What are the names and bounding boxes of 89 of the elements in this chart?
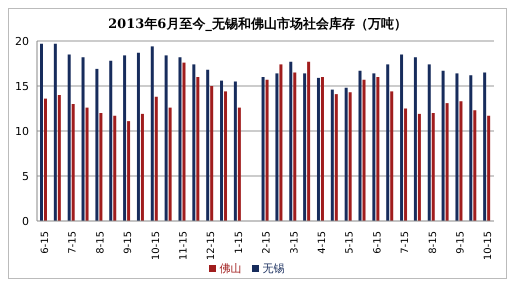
bar xyxy=(86,108,89,221)
bar xyxy=(390,91,394,221)
bar xyxy=(192,64,196,221)
bar xyxy=(372,73,376,221)
bar xyxy=(307,62,310,221)
bar xyxy=(418,114,421,221)
bar xyxy=(316,78,320,221)
x-tick-label: 1-15 xyxy=(234,231,245,254)
x-tick-label: 9-15 xyxy=(455,231,466,254)
bar xyxy=(164,55,168,221)
bar xyxy=(99,113,102,221)
x-tick-label: 6-15 xyxy=(372,231,384,254)
bar xyxy=(446,103,449,221)
bar xyxy=(469,75,472,221)
y-tick-label: 0 xyxy=(22,214,29,228)
bar xyxy=(72,104,75,221)
bar xyxy=(459,101,462,221)
bar xyxy=(234,82,237,221)
x-tick-label: 2-15 xyxy=(262,231,273,254)
bar xyxy=(289,62,292,221)
bar xyxy=(44,98,47,221)
bar xyxy=(40,44,43,221)
bar xyxy=(168,108,172,221)
bar xyxy=(473,110,476,221)
bar xyxy=(224,91,228,221)
bar xyxy=(293,72,296,221)
bar xyxy=(140,114,144,221)
bar xyxy=(275,73,278,221)
bar xyxy=(376,77,380,221)
bar xyxy=(344,88,348,221)
bar xyxy=(386,64,390,221)
bar xyxy=(182,62,186,221)
bar xyxy=(196,77,200,221)
x-tick-label: 6-15 xyxy=(40,231,52,254)
bar xyxy=(68,54,71,221)
bar xyxy=(206,70,210,221)
bar xyxy=(348,92,352,221)
bar xyxy=(400,54,404,221)
chart-title: 2013年6月至今_无锡和佛山市场社会库存（万吨） xyxy=(107,16,408,33)
legend-label: 无锡 xyxy=(262,262,284,275)
x-tick-label: 9-15 xyxy=(123,231,134,254)
bar xyxy=(238,108,241,221)
bar xyxy=(150,46,154,221)
bar xyxy=(432,113,435,221)
bar xyxy=(113,116,116,221)
bar xyxy=(414,57,417,221)
bar xyxy=(58,95,61,221)
bar xyxy=(334,94,338,221)
x-tick-label: 4-15 xyxy=(316,231,328,254)
bar xyxy=(154,96,158,221)
bar xyxy=(136,52,140,221)
bar xyxy=(358,70,362,221)
bar xyxy=(95,68,98,221)
bar xyxy=(279,64,282,221)
bar xyxy=(127,121,130,221)
bar xyxy=(54,44,57,221)
bar xyxy=(109,60,112,221)
bar xyxy=(330,90,334,221)
bar xyxy=(220,80,224,221)
bar xyxy=(178,57,182,221)
bar xyxy=(82,57,85,221)
x-tick-label: 7-15 xyxy=(68,231,79,254)
bar xyxy=(483,72,486,221)
bar xyxy=(404,108,408,221)
bar xyxy=(303,73,306,221)
x-tick-label: 8-15 xyxy=(428,231,439,254)
bar xyxy=(362,80,366,221)
x-tick-label: 12-15 xyxy=(206,231,218,260)
bar xyxy=(487,116,490,221)
y-tick-label: 10 xyxy=(15,124,29,138)
x-tick-label: 5-15 xyxy=(344,231,356,254)
legend-label: 佛山 xyxy=(220,262,242,275)
bar xyxy=(210,86,214,221)
bar xyxy=(123,55,126,221)
x-tick-label: 11-15 xyxy=(178,231,190,260)
x-tick-label: 8-15 xyxy=(95,231,106,254)
bar xyxy=(442,70,445,221)
y-tick-label: 15 xyxy=(15,80,29,93)
y-tick-label: 5 xyxy=(22,170,29,183)
bar xyxy=(266,80,269,221)
bar xyxy=(262,77,265,221)
x-tick-label: 3-15 xyxy=(289,231,300,254)
bar xyxy=(320,77,324,221)
bar xyxy=(428,64,431,221)
x-tick-label: 10-15 xyxy=(150,231,162,260)
bar xyxy=(455,73,458,221)
y-tick-label: 20 xyxy=(15,34,29,48)
x-tick-label: 10-15 xyxy=(483,231,494,260)
x-tick-label: 7-15 xyxy=(400,231,412,254)
